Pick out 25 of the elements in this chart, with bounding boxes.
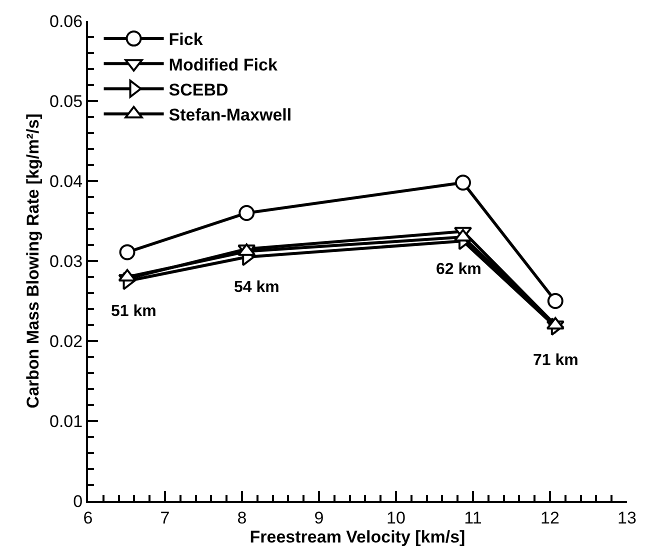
annotation: 71 km	[533, 352, 578, 369]
y-tick-label: 0.04	[50, 172, 83, 191]
legend-label: Fick	[168, 30, 204, 50]
annotation: 54 km	[234, 279, 280, 296]
annotation: 51 km	[111, 303, 156, 320]
legend-label: Stefan-Maxwell	[168, 105, 292, 124]
y-tick-label: 0.05	[50, 92, 83, 111]
x-tick-label: 8	[237, 508, 247, 528]
y-tick-label: 0.06	[50, 12, 83, 31]
y-tick-label: 0.01	[50, 412, 83, 431]
y-axis-title: Carbon Mass Blowing Rate [kg/m²/s]	[24, 114, 43, 408]
x-tick-label: 6	[83, 508, 93, 528]
x-tick-label: 11	[464, 508, 482, 528]
y-tick-label: 0.03	[50, 252, 83, 271]
x-tick-label: 13	[618, 508, 636, 528]
y-tick-label: 0	[73, 492, 83, 511]
x-axis-title: Freestream Velocity [km/s]	[250, 527, 466, 546]
x-tick-label: 12	[540, 508, 560, 528]
x-tick-label: 9	[314, 508, 324, 528]
legend-label: SCEBD	[168, 80, 228, 100]
x-tick-label: 7	[160, 508, 170, 528]
legend-label: Modified Fick	[168, 55, 278, 74]
x-tick-label: 10	[386, 508, 406, 528]
y-tick-label: 0.02	[50, 332, 83, 351]
annotation: 62 km	[436, 261, 482, 278]
